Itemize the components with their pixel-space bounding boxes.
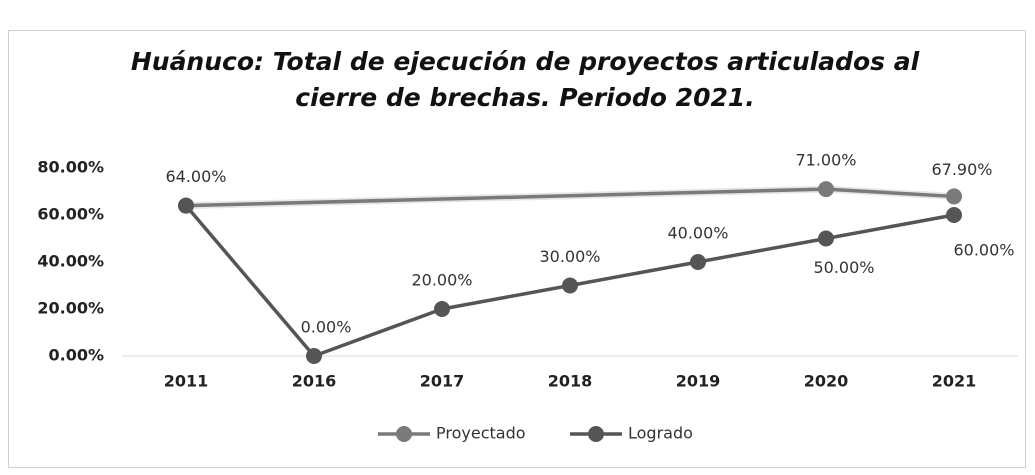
x-tick-label: 2011: [164, 372, 209, 391]
y-tick-label: 60.00%: [37, 205, 104, 224]
marker: [434, 301, 450, 317]
marker: [562, 277, 578, 294]
data-label: 40.00%: [667, 224, 728, 243]
x-tick-label: 2017: [420, 372, 465, 391]
y-tick-label: 20.00%: [37, 299, 104, 318]
marker: [690, 254, 706, 270]
legend-label: Logrado: [628, 424, 693, 443]
x-tick-label: 2016: [292, 372, 337, 391]
x-tick-label: 2020: [804, 372, 849, 391]
data-label: 60.00%: [953, 241, 1014, 260]
legend-marker: [588, 426, 604, 442]
marker: [178, 197, 194, 214]
marker: [946, 207, 962, 223]
data-label: 0.00%: [301, 318, 352, 337]
chart-title: Huánuco: Total de ejecución de proyectos…: [130, 47, 920, 112]
data-label: 71.00%: [795, 151, 856, 170]
marker: [946, 188, 962, 205]
legend-marker: [396, 426, 412, 442]
data-label: 30.00%: [539, 247, 600, 266]
y-tick-label: 40.00%: [37, 252, 104, 271]
data-label: 20.00%: [411, 271, 472, 290]
data-label: 64.00%: [165, 167, 226, 186]
marker: [818, 230, 834, 247]
data-label: 67.90%: [931, 160, 992, 179]
legend-label: Proyectado: [436, 424, 526, 443]
chart-frame: [8, 30, 1026, 468]
marker: [306, 348, 322, 364]
y-tick-label: 0.00%: [48, 346, 104, 365]
data-label: 50.00%: [813, 258, 874, 277]
x-tick-label: 2018: [548, 372, 593, 391]
x-tick-label: 2021: [932, 372, 977, 391]
y-tick-label: 80.00%: [37, 158, 104, 177]
x-tick-label: 2019: [676, 372, 721, 391]
marker: [818, 181, 834, 198]
series-line: [185, 187, 955, 208]
